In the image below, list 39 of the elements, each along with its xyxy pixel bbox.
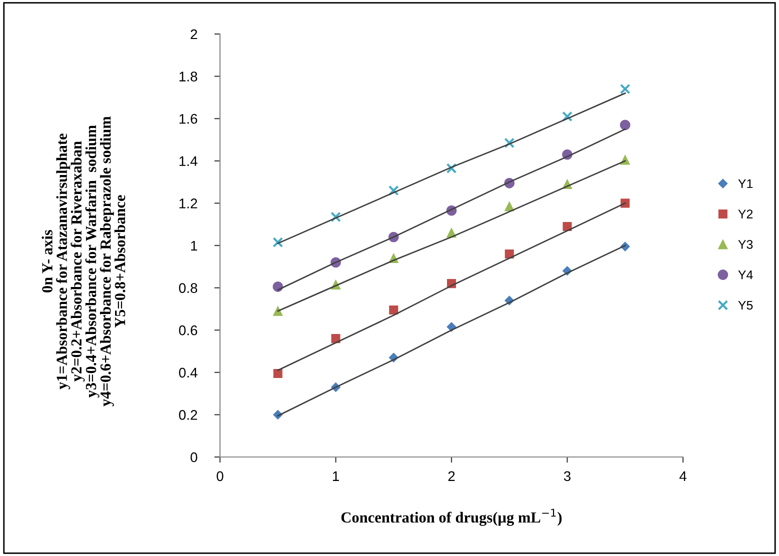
point <box>273 368 282 378</box>
point <box>562 222 572 231</box>
y-tick-label: 1 <box>191 240 198 251</box>
legend-label: Y4 <box>738 270 753 280</box>
point <box>446 163 457 174</box>
point <box>330 212 341 222</box>
point <box>504 138 515 148</box>
point <box>620 198 630 208</box>
point <box>273 306 283 316</box>
legend-label: Y2 <box>738 210 753 218</box>
x-tick-label: 4 <box>679 471 686 481</box>
y-tick-label: 1.6 <box>180 114 198 124</box>
x-tick-label: 3 <box>564 471 570 482</box>
y-tick-label: 0.4 <box>179 368 198 378</box>
point <box>388 185 399 196</box>
x-axis-title: Concentration of drugs(µg mL$^{−1}$) <box>341 508 562 526</box>
point <box>620 120 630 130</box>
y-tick-label: 1.4 <box>180 156 198 166</box>
point <box>331 334 340 344</box>
point <box>562 111 572 122</box>
x-tick-label: 0 <box>216 471 224 482</box>
legend-label: Y3 <box>738 240 753 249</box>
y-tick-label: 1.2 <box>180 198 198 208</box>
point <box>272 237 284 248</box>
line-series <box>277 92 626 244</box>
y-tick-label: 0.6 <box>179 325 198 336</box>
y-tick-label: 0.8 <box>179 283 198 293</box>
point <box>389 305 398 315</box>
y-tick-label: 0 <box>190 452 198 462</box>
y-tick-label: 2 <box>190 29 198 40</box>
legend-label: Y5 <box>738 300 753 310</box>
y-tick-label: 1.8 <box>180 72 198 82</box>
point <box>504 249 514 258</box>
x-tick-label: 1 <box>332 471 339 481</box>
point <box>620 84 630 94</box>
legend-label: Y1 <box>738 179 753 188</box>
y-axis-title: 0n Y- axis y1=Absorbance for Atazanavirsulphate y2=0.2+Absorbance for Riveraxaban y3=0.4+Absorbance for Warfarin sodium y4=0.6+Absorbance for Rabeprazole sodium Y5=0.8+Absorbance <box>42 116 126 406</box>
x-tick-label: 2 <box>448 471 455 481</box>
y-tick-label: 0.2 <box>179 410 198 420</box>
